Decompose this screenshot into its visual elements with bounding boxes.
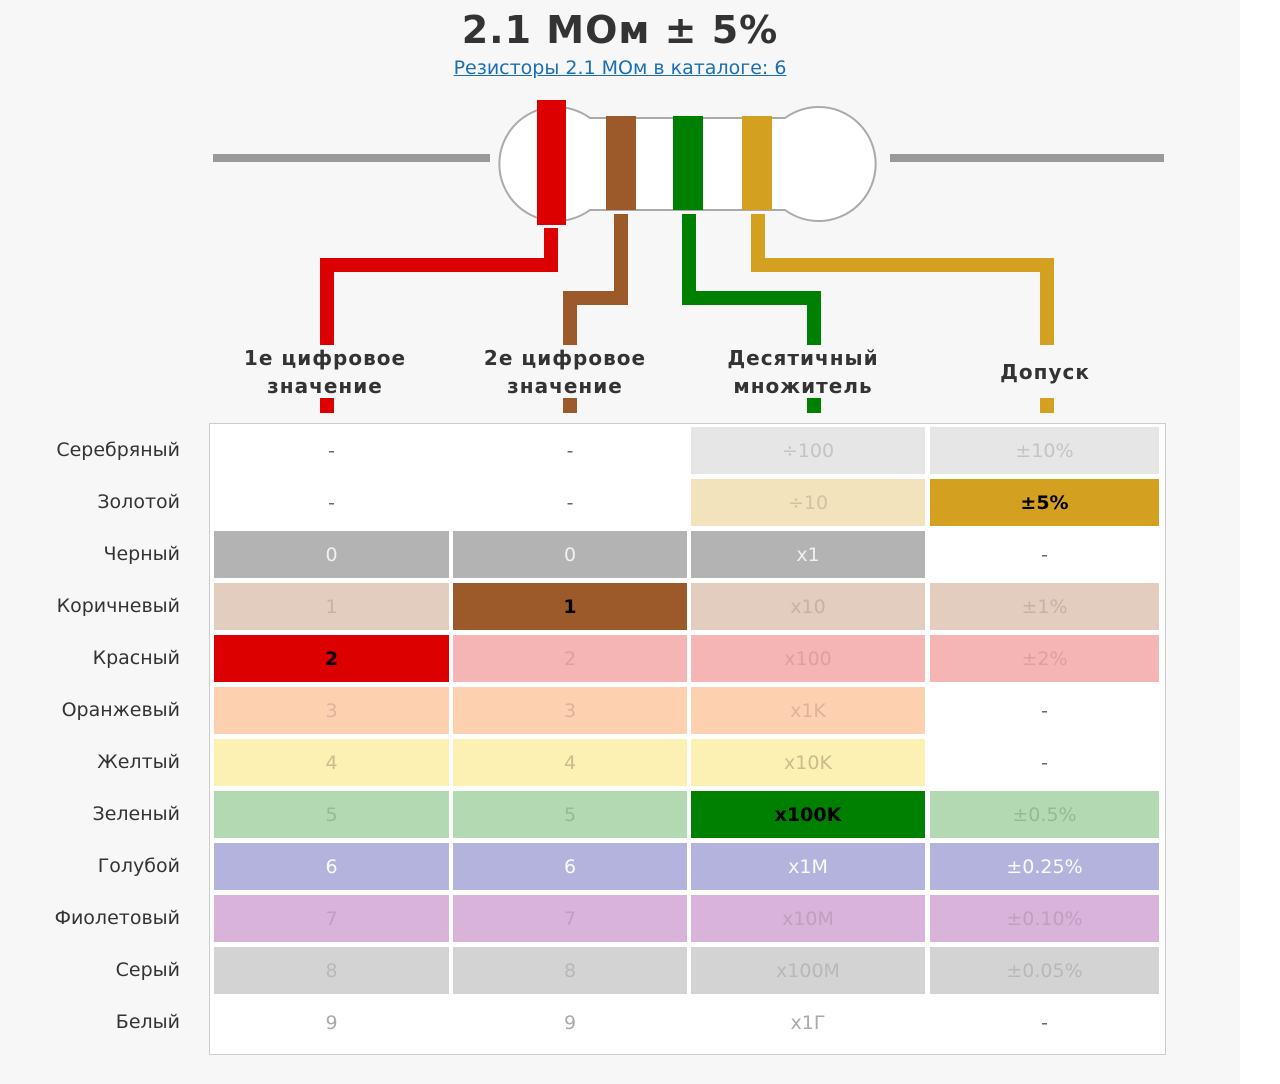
column-header: Допуск (1000, 360, 1090, 384)
cell: ±2% (930, 635, 1159, 682)
row-label: Фиолетовый (54, 907, 180, 929)
cell: ±0.25% (930, 843, 1159, 890)
cell: 5 (453, 791, 687, 838)
cell: x100K (691, 791, 925, 838)
cell: 7 (214, 895, 449, 942)
row-label: Золотой (97, 491, 180, 513)
cell: 6 (453, 843, 687, 890)
cell: 8 (453, 947, 687, 994)
row-label: Белый (115, 1011, 180, 1033)
cell: x1M (691, 843, 925, 890)
cell: - (566, 491, 574, 514)
cell: ±1% (930, 583, 1159, 630)
cell: - (1041, 751, 1048, 774)
cell: 9 (453, 999, 687, 1046)
title: 2.1 МОм ± 5% (461, 8, 779, 52)
cell: - (1041, 699, 1048, 722)
cell: ±10% (930, 427, 1159, 474)
column-header: Десятичный множитель (727, 346, 879, 398)
row-label: Оранжевый (61, 699, 180, 721)
cell: 5 (214, 791, 449, 838)
row-label: Красный (92, 647, 180, 669)
row-label: Серебряный (56, 439, 180, 461)
cell: x10M (691, 895, 925, 942)
cell: ÷10 (691, 479, 925, 526)
catalog-link[interactable]: Резисторы 2.1 МОм в каталоге: 6 (453, 57, 787, 79)
cell: x100 (691, 635, 925, 682)
cell: x1 (691, 531, 925, 578)
column-header: 2е цифровое значение (483, 346, 647, 398)
cell: x100M (691, 947, 925, 994)
cell: 9 (214, 999, 449, 1046)
cell: 6 (214, 843, 449, 890)
resistor (213, 100, 1164, 413)
cell: - (328, 491, 335, 514)
cell: ÷100 (691, 427, 925, 474)
cell: 2 (214, 635, 449, 682)
row-label: Серый (115, 959, 180, 981)
column-header: 1е цифровое значение (243, 346, 407, 398)
cell: ±0.5% (930, 791, 1159, 838)
cell: 8 (214, 947, 449, 994)
cell: 1 (214, 583, 449, 630)
cell: x10K (691, 739, 925, 786)
cell: 4 (453, 739, 687, 786)
row-label: Зеленый (92, 803, 180, 825)
cell: ±5% (930, 479, 1159, 526)
cell: x10 (691, 583, 925, 630)
cell: ±0.05% (930, 947, 1159, 994)
cell: 0 (453, 531, 687, 578)
row-label: Черный (103, 543, 180, 565)
cell: 3 (214, 687, 449, 734)
row-label: Желтый (97, 751, 180, 773)
row-label: Голубой (97, 855, 180, 877)
cell: 3 (453, 687, 687, 734)
cell: x1K (691, 687, 925, 734)
cell: - (328, 439, 335, 462)
cell: 4 (214, 739, 449, 786)
row-label: Коричневый (56, 595, 180, 617)
cell: 0 (214, 531, 449, 578)
cell: 1 (453, 583, 687, 630)
cell: 2 (453, 635, 687, 682)
cell: - (1041, 543, 1048, 566)
cell: x1Г (691, 999, 925, 1046)
cell: - (1041, 1011, 1048, 1034)
cell: ±0.10% (930, 895, 1159, 942)
cell: - (566, 439, 574, 462)
cell: 7 (453, 895, 687, 942)
